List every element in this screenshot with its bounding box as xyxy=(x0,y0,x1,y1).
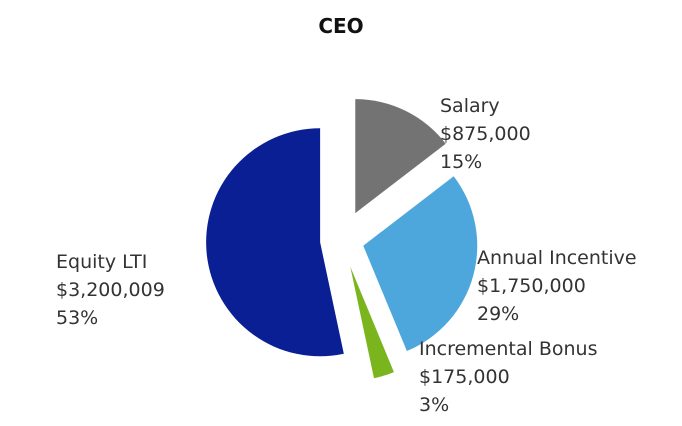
pie-slice-incremental-bonus xyxy=(350,266,394,379)
label-salary-amount: $875,000 xyxy=(440,123,531,145)
pie-slice-equity-lti xyxy=(206,128,344,357)
label-equity-lti-amount: $3,200,009 xyxy=(56,279,165,301)
label-incremental-bonus-pct: 3% xyxy=(419,394,449,416)
label-equity-lti-name: Equity LTI xyxy=(56,251,147,273)
pie-slice-annual-incentive xyxy=(363,176,478,352)
chart-title: CEO xyxy=(318,14,364,38)
label-annual-incentive-amount: $1,750,000 xyxy=(477,275,586,297)
label-annual-incentive-pct: 29% xyxy=(477,303,519,325)
label-annual-incentive-name: Annual Incentive xyxy=(477,247,637,269)
label-salary-name: Salary xyxy=(440,95,500,117)
label-equity-lti-pct: 53% xyxy=(56,307,98,329)
label-salary-pct: 15% xyxy=(440,151,482,173)
label-incremental-bonus-name: Incremental Bonus xyxy=(419,338,597,360)
label-incremental-bonus-amount: $175,000 xyxy=(419,366,510,388)
pie-slice-salary xyxy=(355,99,446,214)
